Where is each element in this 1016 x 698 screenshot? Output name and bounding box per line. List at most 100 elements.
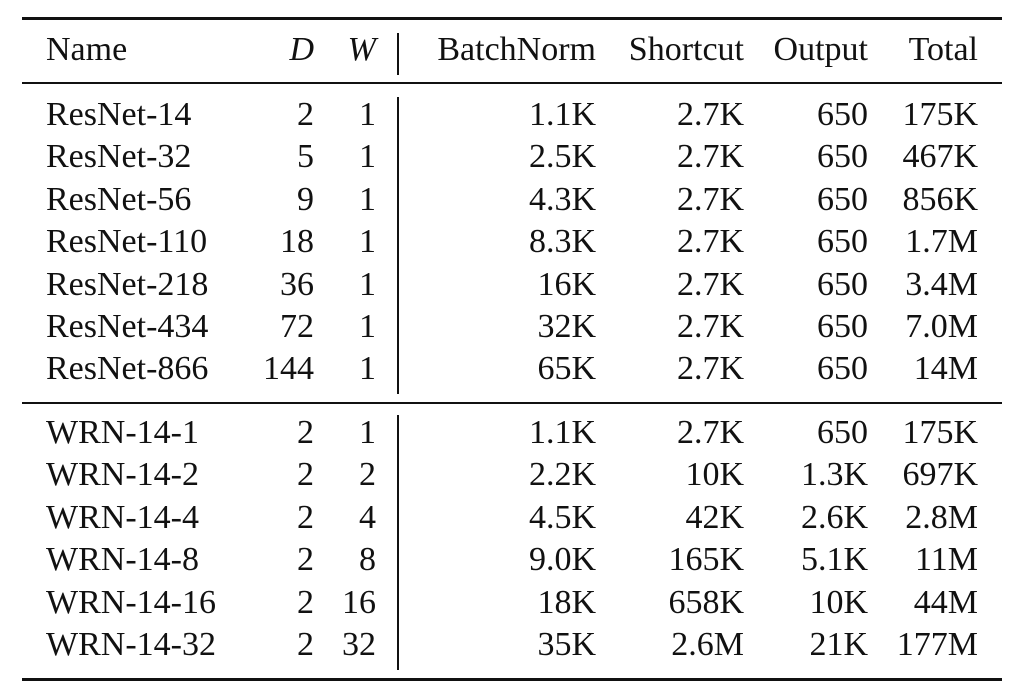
header-column-separator bbox=[397, 33, 399, 75]
table-row: ResNet-218 36 1 16K 2.7K 650 3.4M bbox=[0, 264, 1016, 306]
cell-output: 650 bbox=[817, 414, 868, 451]
table-row: WRN-14-32 2 32 35K 2.6M 21K 177M bbox=[0, 624, 1016, 666]
cell-d: 144 bbox=[263, 350, 314, 388]
cell-batchnorm: 18K bbox=[537, 583, 596, 621]
cell-name: ResNet-434 bbox=[46, 308, 209, 345]
cell-name: WRN-14-4 bbox=[46, 498, 199, 536]
cell-name: ResNet-866 bbox=[46, 350, 209, 388]
group1-column-separator bbox=[397, 97, 399, 394]
header-w: W bbox=[347, 31, 376, 68]
cell-total: 175K bbox=[902, 96, 978, 133]
cell-w: 8 bbox=[359, 541, 376, 579]
cell-shortcut: 10K bbox=[685, 456, 744, 494]
cell-w: 1 bbox=[359, 350, 376, 388]
cell-batchnorm: 2.5K bbox=[528, 138, 596, 176]
cell-batchnorm: 2.2K bbox=[528, 456, 596, 494]
table-row: ResNet-32 5 1 2.5K 2.7K 650 467K bbox=[0, 136, 1016, 178]
header-rule bbox=[22, 82, 1002, 84]
cell-name: ResNet-110 bbox=[46, 223, 208, 261]
group-divider-rule bbox=[22, 402, 1002, 404]
cell-name: ResNet-56 bbox=[46, 180, 192, 218]
cell-name: ResNet-32 bbox=[46, 138, 192, 176]
cell-w: 1 bbox=[359, 414, 376, 451]
header-output: Output bbox=[773, 31, 868, 68]
cell-name: ResNet-218 bbox=[46, 265, 209, 303]
cell-shortcut: 165K bbox=[668, 541, 744, 579]
cell-d: 5 bbox=[297, 138, 314, 176]
header-shortcut: Shortcut bbox=[628, 31, 744, 68]
cell-output: 650 bbox=[817, 180, 868, 218]
cell-w: 2 bbox=[359, 456, 376, 494]
cell-output: 650 bbox=[817, 265, 868, 303]
cell-shortcut: 2.7K bbox=[676, 308, 744, 345]
table-row: ResNet-434 72 1 32K 2.7K 650 7.0M bbox=[0, 306, 1016, 348]
cell-output: 5.1K bbox=[800, 541, 868, 579]
cell-total: 697K bbox=[902, 456, 978, 494]
cell-shortcut: 2.7K bbox=[676, 96, 744, 133]
cell-shortcut: 2.7K bbox=[676, 414, 744, 451]
cell-batchnorm: 35K bbox=[537, 626, 596, 663]
cell-shortcut: 2.6M bbox=[671, 626, 744, 663]
table-row: WRN-14-4 2 4 4.5K 42K 2.6K 2.8M bbox=[0, 497, 1016, 539]
header-d: D bbox=[289, 31, 314, 68]
cell-w: 1 bbox=[359, 265, 376, 303]
cell-output: 650 bbox=[817, 308, 868, 345]
group2-column-separator bbox=[397, 415, 399, 670]
cell-batchnorm: 32K bbox=[537, 308, 596, 345]
table-row: ResNet-110 18 1 8.3K 2.7K 650 1.7M bbox=[0, 221, 1016, 263]
cell-shortcut: 658K bbox=[668, 583, 744, 621]
cell-total: 14M bbox=[913, 350, 978, 388]
cell-output: 650 bbox=[817, 223, 868, 261]
table-row: WRN-14-16 2 16 18K 658K 10K 44M bbox=[0, 582, 1016, 624]
table-row: ResNet-866 144 1 65K 2.7K 650 14M bbox=[0, 348, 1016, 390]
cell-w: 4 bbox=[359, 498, 376, 536]
header-total: Total bbox=[908, 31, 978, 68]
cell-output: 650 bbox=[817, 350, 868, 388]
cell-output: 1.3K bbox=[800, 456, 868, 494]
cell-batchnorm: 4.5K bbox=[528, 498, 596, 536]
cell-total: 11M bbox=[915, 541, 978, 579]
table-row: ResNet-14 2 1 1.1K 2.7K 650 175K bbox=[0, 94, 1016, 136]
cell-w: 1 bbox=[359, 138, 376, 176]
cell-total: 7.0M bbox=[905, 308, 978, 345]
cell-total: 467K bbox=[902, 138, 978, 176]
header-batchnorm: BatchNorm bbox=[437, 31, 596, 68]
cell-w: 1 bbox=[359, 223, 376, 261]
cell-d: 9 bbox=[297, 180, 314, 218]
cell-name: ResNet-14 bbox=[46, 96, 192, 133]
cell-d: 2 bbox=[297, 498, 314, 536]
cell-output: 650 bbox=[817, 138, 868, 176]
cell-output: 10K bbox=[809, 583, 868, 621]
cell-w: 1 bbox=[359, 308, 376, 345]
cell-total: 856K bbox=[902, 180, 978, 218]
cell-shortcut: 2.7K bbox=[676, 223, 744, 261]
cell-d: 2 bbox=[297, 541, 314, 579]
cell-batchnorm: 1.1K bbox=[528, 96, 596, 133]
cell-shortcut: 42K bbox=[685, 498, 744, 536]
cell-output: 650 bbox=[817, 96, 868, 133]
header-name: Name bbox=[46, 31, 128, 68]
cell-d: 72 bbox=[280, 308, 314, 345]
cell-w: 1 bbox=[359, 180, 376, 218]
table-row: WRN-14-8 2 8 9.0K 165K 5.1K 11M bbox=[0, 539, 1016, 581]
cell-batchnorm: 1.1K bbox=[528, 414, 596, 451]
bottom-rule bbox=[22, 678, 1002, 681]
cell-shortcut: 2.7K bbox=[676, 350, 744, 388]
cell-total: 1.7M bbox=[905, 223, 978, 261]
cell-name: WRN-14-8 bbox=[46, 541, 199, 579]
cell-d: 2 bbox=[297, 583, 314, 621]
header-row: Name D W BatchNorm Shortcut Output Total bbox=[0, 29, 1016, 71]
cell-w: 16 bbox=[342, 583, 376, 621]
cell-d: 36 bbox=[280, 265, 314, 303]
cell-total: 3.4M bbox=[905, 265, 978, 303]
cell-total: 177M bbox=[896, 626, 978, 663]
cell-d: 2 bbox=[297, 414, 314, 451]
cell-batchnorm: 65K bbox=[537, 350, 596, 388]
cell-name: WRN-14-32 bbox=[46, 626, 216, 663]
cell-d: 18 bbox=[280, 223, 314, 261]
cell-total: 44M bbox=[913, 583, 978, 621]
cell-d: 2 bbox=[297, 456, 314, 494]
top-rule bbox=[22, 17, 1002, 20]
cell-w: 1 bbox=[359, 96, 376, 133]
cell-name: WRN-14-1 bbox=[46, 414, 199, 451]
